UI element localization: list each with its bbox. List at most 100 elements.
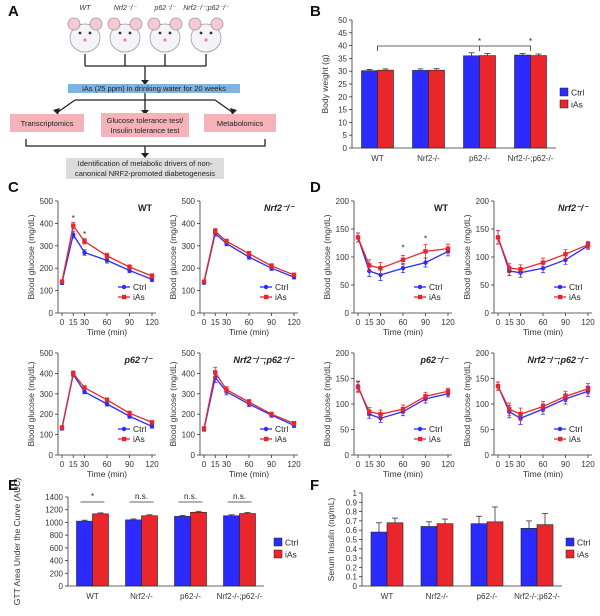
legend-label-ctrl: Ctrl [275, 424, 288, 434]
y-tick-label: 20 [338, 93, 347, 102]
data-point-ctrl [400, 266, 406, 271]
legend-marker-ias [122, 294, 127, 300]
bar-ias [536, 524, 554, 587]
subplot-title: Nrf2⁻/⁻ [264, 203, 295, 213]
y-tick-label: 200 [336, 197, 350, 206]
significance-star: * [83, 230, 86, 239]
data-point-ias [269, 263, 274, 269]
data-point-ias [540, 260, 546, 265]
chart-b-body-weight: 0 5 10 15 20 25 30 35 40 45 50 WT Nrf2-/- p62-/- Nrf2-… [320, 16, 584, 163]
series-line-ias [203, 230, 295, 282]
data-point-ias [507, 266, 512, 271]
legend-marker-ias [264, 436, 269, 442]
y-tick-label: 300 [182, 242, 196, 251]
y-tick-label: 400 [182, 219, 196, 228]
legend-label-ctrl: Ctrl [133, 424, 146, 434]
panel-letter-c: C [8, 179, 19, 196]
x-tick-label: 15 [365, 460, 374, 469]
data-point-ctrl [82, 250, 87, 255]
legend-label-ctrl: Ctrl [275, 282, 288, 292]
treatment-box [68, 84, 240, 93]
category-label: Nrf2-/-;p62-/- [514, 592, 560, 601]
data-point-ias [224, 239, 229, 244]
legend-swatch-ias [273, 549, 283, 559]
y-tick-label: 0 [191, 451, 196, 460]
y-tick-label: 300 [40, 390, 54, 399]
bar-ctrl [520, 528, 538, 587]
legend-marker-ctrl [121, 284, 127, 290]
data-point-ias [378, 412, 383, 417]
mouse-label-dko: Nrf2⁻/⁻;p62⁻/⁻ [183, 5, 230, 12]
y-tick-label: 200 [50, 569, 64, 578]
assay-text-transcriptomics: Transcriptomics [21, 119, 74, 128]
y-tick-label: 100 [40, 431, 54, 440]
y-tick-label: 100 [182, 431, 196, 440]
x-tick-label: 0 [356, 318, 361, 327]
x-tick-label: 15 [211, 460, 220, 469]
significance-label: n.s. [135, 492, 148, 501]
significance-bracket [377, 45, 531, 51]
y-tick-label: 50 [340, 426, 349, 435]
y-axis-title: Blood glucose (mg/dL) [26, 214, 36, 299]
data-point-ias [59, 279, 65, 284]
x-tick-label: 0 [202, 460, 207, 469]
y-tick-label: 25 [338, 80, 347, 89]
panel-letter-b: B [310, 3, 321, 20]
legend-label-ctrl: Ctrl [569, 282, 582, 292]
x-tick-label: 15 [211, 318, 220, 327]
legend-label-ctrl: Ctrl [285, 538, 298, 548]
legend-marker-ias [122, 436, 127, 442]
bar-ctrl [370, 531, 388, 587]
y-axis-title: Serum Insulin (ng/mL) [326, 498, 336, 582]
y-tick-label: 0.9 [346, 498, 358, 507]
x-tick-label: 60 [539, 318, 548, 327]
y-tick-label: 0 [345, 451, 350, 460]
x-tick-label: 60 [103, 460, 112, 469]
line-subplot: 0 100 200 300 400 500 0 15 30 60 90 120 Time (min) Bl… [26, 197, 159, 337]
x-tick-label: 120 [287, 318, 301, 327]
data-point-ias [563, 252, 568, 257]
x-tick-label: 0 [60, 318, 65, 327]
y-tick-label: 0 [191, 309, 196, 318]
category-label: p62-/- [180, 592, 201, 601]
data-point-ias [400, 257, 406, 262]
legend-swatch-ctrl [565, 537, 575, 547]
significance-star: * [401, 243, 404, 252]
legend-label-ias: iAs [275, 434, 287, 444]
data-point-ias [246, 251, 252, 256]
y-tick-label: 200 [40, 264, 54, 273]
x-tick-label: 90 [267, 318, 276, 327]
data-point-ias [104, 253, 110, 259]
y-tick-label: 0 [343, 144, 348, 153]
legend-swatch-ctrl [559, 87, 569, 97]
series-line-ctrl [497, 237, 589, 274]
x-tick-label: 120 [581, 460, 595, 469]
x-tick-label: 30 [376, 460, 385, 469]
series-line-ias [203, 370, 295, 429]
y-axis-title: Blood glucose (mg/dL) [322, 214, 332, 299]
subplot-title: WT [434, 203, 448, 213]
x-tick-label: 0 [60, 460, 65, 469]
category-label: WT [86, 592, 99, 601]
y-tick-label: 45 [338, 29, 347, 38]
y-axis-title: Blood glucose (mg/dL) [26, 361, 36, 446]
y-tick-label: 0 [59, 582, 64, 591]
y-tick-label: 300 [40, 242, 54, 251]
x-tick-label: 60 [539, 460, 548, 469]
x-tick-label: 30 [222, 460, 231, 469]
y-tick-label: 1400 [45, 493, 63, 502]
bar-ctrl [76, 520, 93, 587]
y-tick-label: 100 [40, 287, 54, 296]
y-tick-label: 0.8 [346, 508, 358, 517]
y-tick-label: 40 [338, 42, 347, 51]
significance-label: * [91, 492, 94, 501]
subplot-title: p62⁻/⁻ [123, 355, 153, 365]
chart-e-gtt-auc: 0 200 400 600 800 1000 1200 1400 WT Nrf2-/- p62-/-… [12, 478, 298, 606]
y-tick-label: 0.2 [346, 563, 358, 572]
data-point-ias [563, 394, 568, 399]
x-tick-label: 60 [245, 460, 254, 469]
data-point-ctrl [82, 389, 87, 394]
legend-marker-ctrl [417, 284, 423, 290]
line-subplot: 0 100 200 300 400 500 0 15 30 60 90 120 Time (min) Bl… [168, 349, 301, 479]
y-tick-label: 200 [182, 410, 196, 419]
